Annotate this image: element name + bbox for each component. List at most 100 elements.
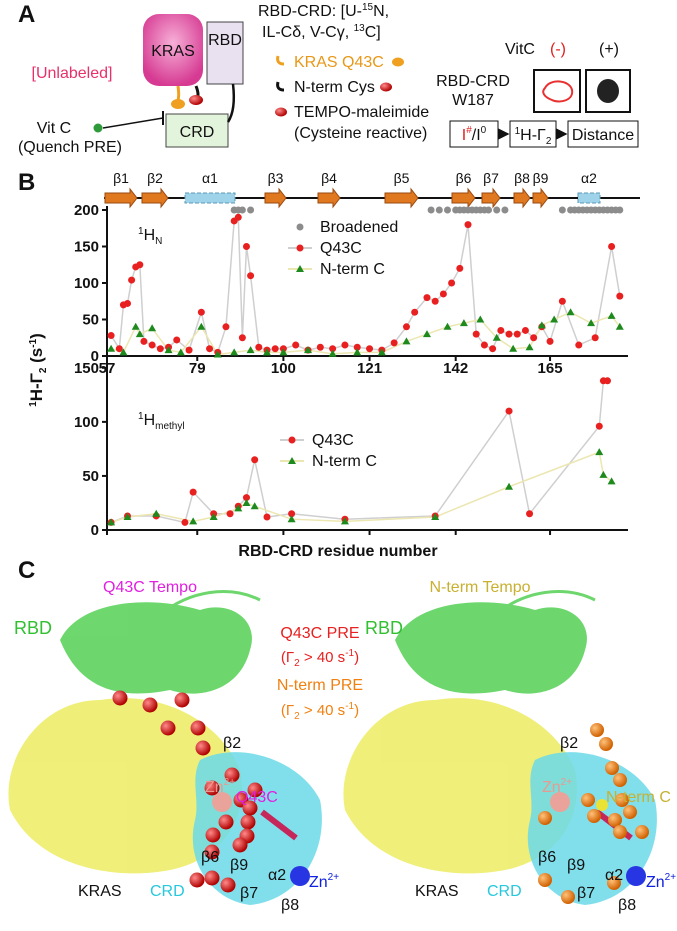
crd-box [165,113,229,148]
flow-box [509,120,557,148]
rbd-text: RBD [208,32,242,49]
t: -1 [345,701,354,712]
point [526,510,534,518]
tag-label: Q43C [236,789,278,806]
ss-label: α1 [202,170,218,186]
point [316,343,324,351]
point [402,337,411,345]
point [107,332,115,340]
point [377,348,386,356]
vitc-dot [93,123,103,133]
kras-box [143,14,203,86]
t: (Γ [281,702,294,719]
point [329,345,337,353]
nucleus-label: 1HN [138,226,162,247]
minus: (-) [550,41,566,58]
kras-ribbon [8,698,242,874]
structure-title: N-term Tempo [429,579,530,596]
kras-ribbon [343,698,577,874]
pre-spheres [112,690,263,893]
point [505,407,513,415]
t: 2 [546,136,552,147]
point [464,221,472,229]
pre-sphere [615,793,629,807]
strand [481,187,501,209]
point [135,330,144,338]
point [390,339,398,347]
point [185,346,193,354]
t: 13 [354,23,366,34]
point [595,448,604,456]
zinc-label: Zn2+ [309,872,339,891]
point [353,348,362,356]
t: 1 [515,126,521,137]
point [226,510,234,518]
strand [317,187,341,209]
pre-sphere [220,877,236,893]
t: Zn [309,874,328,891]
tag [596,799,608,811]
t: 2+ [561,777,573,788]
point [140,337,148,345]
strand-label: β6 [201,849,219,866]
helix [184,192,236,204]
point [213,350,222,358]
point [615,322,624,330]
strand-label: α2 [605,867,623,884]
helix [577,192,601,204]
t: 0 [481,125,487,136]
t: IL-Cδ, V-Cγ, [262,24,354,41]
pre-sphere [204,870,220,886]
sample-title: IL-Cδ, V-Cγ, 13C] [262,23,381,41]
residue: W187 [452,92,494,109]
point [603,377,611,385]
pre-cutoff: (Γ2 > 40 s-1) [281,701,359,722]
point [164,346,173,354]
point [509,344,518,352]
pre-sphere [635,825,649,839]
vitc-header: VitC [505,41,535,58]
point [271,345,279,353]
point [505,482,514,490]
point [262,348,271,356]
point [247,272,255,280]
pre-sphere [224,767,240,783]
point [505,330,513,338]
t: 2 [38,367,49,373]
t: 2+ [665,872,677,883]
point [480,341,488,349]
series-line [110,215,621,354]
peak [542,80,574,103]
pre-sphere [538,811,552,825]
t: C] [365,24,381,41]
y-tick-label: 100 [74,275,99,292]
point [131,322,140,330]
y-axis-label: 1H-Γ2 (s-1) [27,333,49,407]
pre-sphere [613,825,627,839]
point [197,322,206,330]
point [448,279,456,287]
pre-sphere [190,720,206,736]
point [242,494,250,502]
point [546,337,554,345]
y-tick-label: 50 [82,468,99,485]
t: -1 [345,648,354,659]
point [222,323,230,331]
panel-label: A [18,1,35,28]
rbd-box [206,21,244,85]
legend-marker [296,223,304,231]
point [148,324,157,332]
pre-label: Q43C PRE [280,625,359,642]
unlabeled: [Unlabeled] [32,65,113,82]
point [607,477,616,485]
point [206,345,214,353]
t: 1 [138,226,144,237]
x-axis-label: RBD-CRD residue number [238,543,437,560]
structure-title: Q43C Tempo [103,579,197,596]
point [443,322,452,330]
point [493,206,501,214]
point [566,308,575,316]
point [608,243,616,250]
point [427,206,435,214]
